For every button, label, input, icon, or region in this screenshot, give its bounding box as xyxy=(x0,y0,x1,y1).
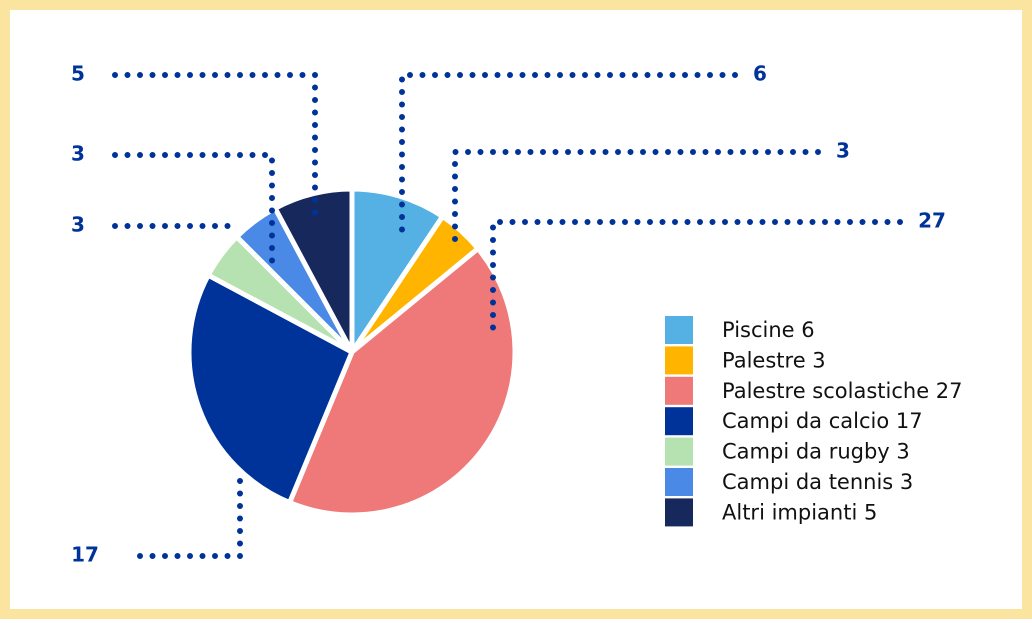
pie-slice xyxy=(272,186,355,355)
data-label: 17 xyxy=(71,543,99,567)
data-label: 6 xyxy=(753,62,767,86)
legend-label: Campi da calcio 17 xyxy=(722,409,923,433)
leader-line xyxy=(490,219,903,335)
pie-slice xyxy=(287,246,518,518)
leader-line xyxy=(137,467,243,559)
leader-line xyxy=(112,72,318,218)
data-label: 5 xyxy=(71,62,85,86)
legend-label: Altri impianti 5 xyxy=(722,500,877,524)
legend-label: Campi da rugby 3 xyxy=(722,440,910,464)
legend-swatch xyxy=(665,376,693,405)
data-label: 3 xyxy=(71,213,85,237)
legend-label: Palestre scolastiche 27 xyxy=(722,379,963,403)
legend-label: Campi da tennis 3 xyxy=(722,470,913,494)
data-label: 27 xyxy=(918,209,946,233)
legend-swatch xyxy=(665,316,693,344)
pie-slice xyxy=(349,186,446,355)
data-label: 3 xyxy=(71,142,85,166)
legend-swatch xyxy=(665,437,693,466)
data-label: 3 xyxy=(836,139,850,163)
legend-swatch xyxy=(665,407,693,436)
leader-line xyxy=(399,72,738,241)
legend-swatch xyxy=(665,346,693,375)
legend-label: Palestre 3 xyxy=(722,348,826,372)
legend-swatch xyxy=(665,468,693,496)
leader-line xyxy=(112,152,275,271)
legend-swatch xyxy=(665,498,693,527)
leader-line xyxy=(452,149,821,243)
legend-label: Piscine 6 xyxy=(722,318,815,342)
